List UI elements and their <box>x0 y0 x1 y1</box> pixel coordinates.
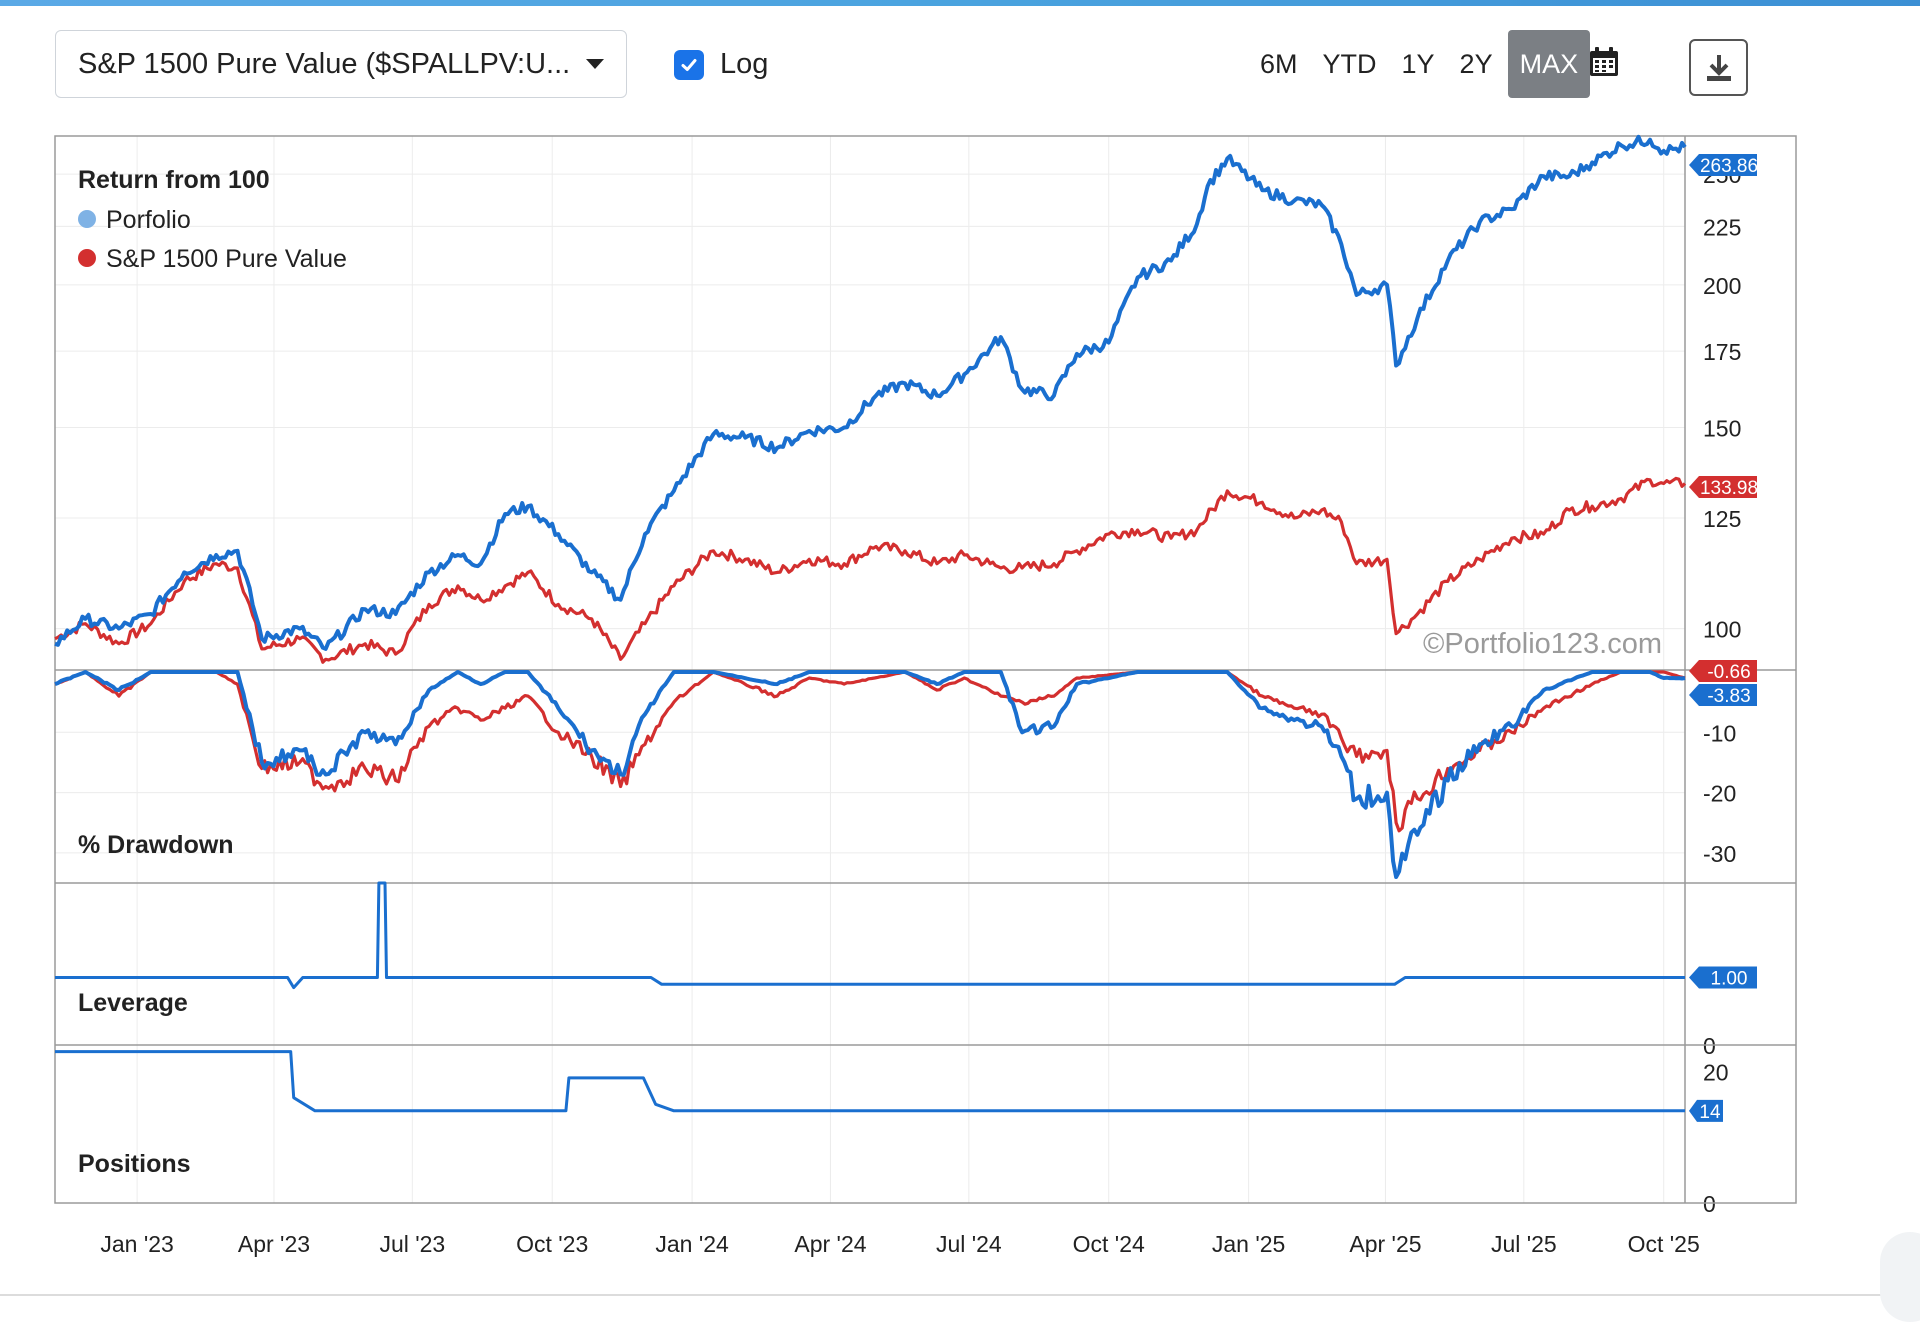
download-button[interactable] <box>1689 39 1748 96</box>
benchmark-drawdown-flag-value: -0.66 <box>1707 662 1750 683</box>
range-max-button[interactable]: MAX <box>1507 30 1591 98</box>
benchmark-drawdown-line <box>54 670 1686 833</box>
y-tick-label: 125 <box>1703 506 1741 532</box>
y-tick-label: -30 <box>1703 841 1736 867</box>
y-tick-label: -20 <box>1703 781 1736 807</box>
y-tick-label: 150 <box>1703 416 1741 442</box>
benchmark-return-line <box>54 476 1687 664</box>
x-tick-label: Oct '23 <box>516 1231 588 1257</box>
portfolio-drawdown-flag-shape <box>1689 684 1757 706</box>
benchmark-return-flag-shape <box>1689 476 1757 498</box>
x-tick-label: Apr '25 <box>1349 1231 1421 1257</box>
log-checkbox[interactable] <box>674 49 704 80</box>
log-toggle[interactable]: Log <box>674 48 768 81</box>
portfolio-return-flag: 263.86 <box>1689 154 1758 177</box>
x-tick-label: Jan '23 <box>100 1231 173 1257</box>
y-tick-label: 20 <box>1703 1059 1729 1085</box>
return-panel-title: Return from 100 <box>78 166 270 194</box>
benchmark-drawdown-flag-shape <box>1689 660 1757 682</box>
y-tick-label: 200 <box>1703 273 1741 299</box>
positions-panel-title: Positions <box>78 1150 191 1178</box>
calendar-icon[interactable] <box>1588 46 1620 78</box>
y-tick-label: -10 <box>1703 720 1736 746</box>
scroll-corner <box>1880 1232 1920 1322</box>
portfolio-drawdown-flag: -3.83 <box>1689 684 1757 707</box>
x-tick-label: Jul '25 <box>1491 1231 1557 1257</box>
portfolio-drawdown-flag-value: -3.83 <box>1707 686 1750 707</box>
range-6m-button[interactable]: 6M <box>1260 49 1298 79</box>
legend-dot-portfolio <box>78 210 96 228</box>
top-accent-bar <box>0 0 1920 6</box>
watermark: ©Portfolio123.com <box>1423 628 1662 660</box>
y-tick-label: 225 <box>1703 214 1741 240</box>
x-tick-label: Apr '24 <box>794 1231 866 1257</box>
checkmark-icon <box>681 58 697 71</box>
benchmark-select[interactable]: S&P 1500 Pure Value ($SPALLPV:U... <box>55 30 627 98</box>
legend-item-benchmark: S&P 1500 Pure Value <box>106 245 347 273</box>
x-tick-label: Apr '23 <box>238 1231 310 1257</box>
benchmark-select-value: S&P 1500 Pure Value ($SPALLPV:U... <box>78 47 571 80</box>
portfolio-return-flag-value: 263.86 <box>1700 156 1758 177</box>
benchmark-drawdown-flag: -0.66 <box>1689 660 1757 683</box>
benchmark-return-flag-value: 133.98 <box>1700 478 1758 499</box>
range-1y-button[interactable]: 1Y <box>1401 49 1435 79</box>
portfolio-return-flag-shape <box>1689 154 1757 176</box>
y-tick-label: 0 <box>1703 1033 1716 1059</box>
y-tick-label: 175 <box>1703 339 1741 365</box>
leverage-panel-title: Leverage <box>78 989 188 1017</box>
portfolio-return-line <box>54 134 1687 651</box>
legend-dot-benchmark <box>78 249 96 267</box>
drawdown-panel-title: % Drawdown <box>78 831 234 859</box>
chevron-down-icon <box>586 59 604 69</box>
log-label: Log <box>720 48 769 80</box>
y-tick-label: 0 <box>1703 1191 1716 1217</box>
leverage-flag: 1.00 <box>1689 966 1757 990</box>
bottom-divider <box>0 1294 1920 1296</box>
y-tick-label: 100 <box>1703 617 1741 643</box>
x-tick-label: Jan '25 <box>1212 1231 1285 1257</box>
benchmark-return-flag: 133.98 <box>1689 476 1758 499</box>
positions-flag-value: 14 <box>1699 1102 1721 1123</box>
leverage-flag-value: 1.00 <box>1711 969 1748 990</box>
range-buttons: 6M YTD 1Y 2Y MAX <box>1250 30 1595 98</box>
download-icon <box>1706 54 1731 81</box>
x-tick-label: Oct '24 <box>1073 1231 1145 1257</box>
x-tick-label: Jul '24 <box>936 1231 1002 1257</box>
legend: Porfolio S&P 1500 Pure Value <box>78 206 347 273</box>
legend-item-portfolio: Porfolio <box>106 206 191 234</box>
positions-line <box>55 1050 1685 1113</box>
portfolio-drawdown-line <box>54 670 1686 879</box>
range-ytd-button[interactable]: YTD <box>1322 49 1377 79</box>
x-tick-label: Jul '23 <box>379 1231 445 1257</box>
x-tick-label: Oct '25 <box>1628 1231 1700 1257</box>
range-2y-button[interactable]: 2Y <box>1459 49 1493 79</box>
leverage-line <box>55 881 1685 990</box>
leverage-flag-shape <box>1689 966 1757 989</box>
x-tick-label: Jan '24 <box>655 1231 729 1257</box>
positions-flag-shape <box>1689 1099 1723 1122</box>
positions-flag: 14 <box>1689 1099 1723 1123</box>
